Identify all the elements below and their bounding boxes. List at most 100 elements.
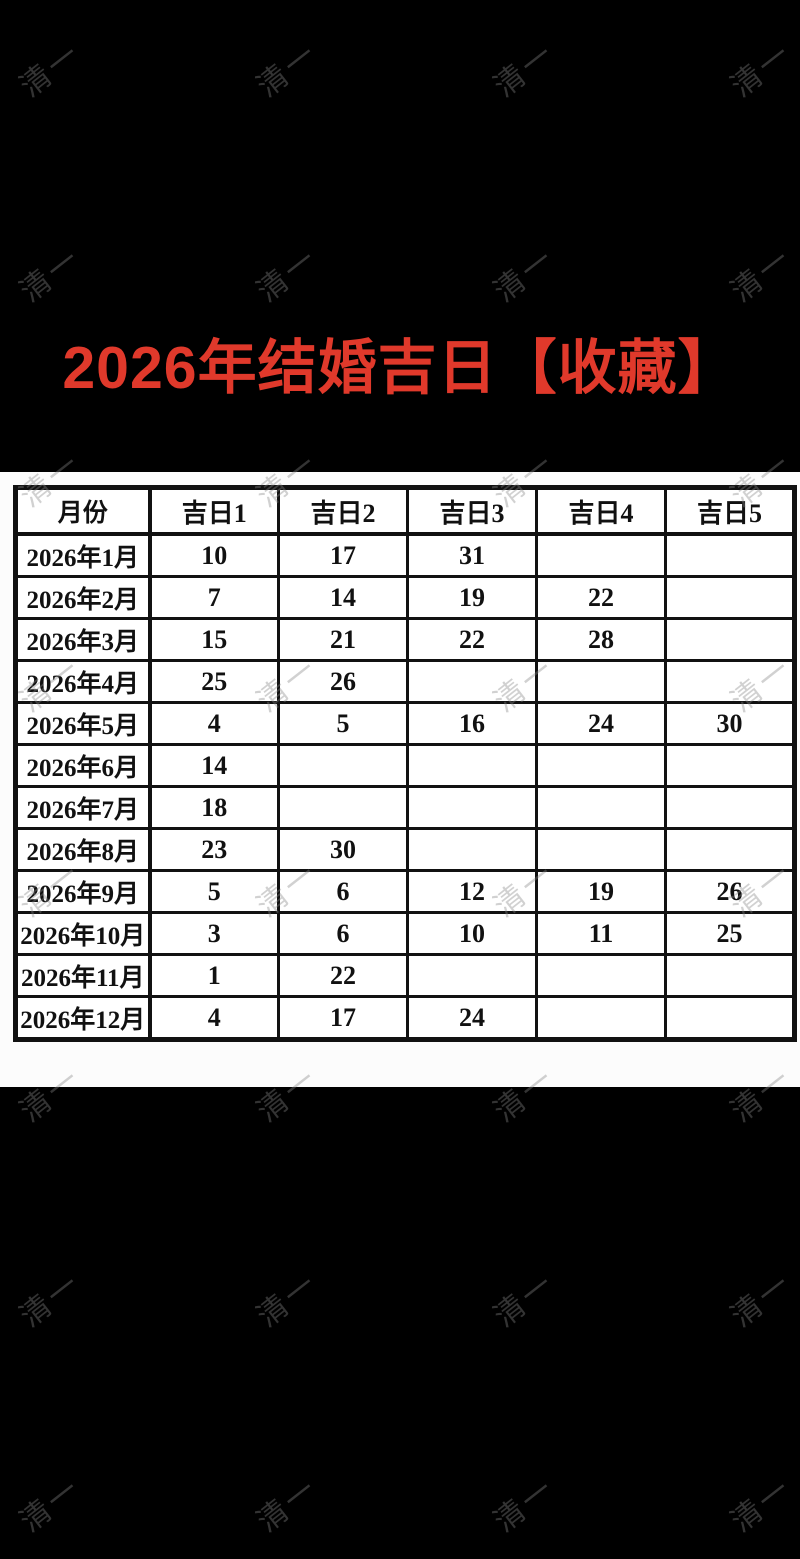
day-cell [277,743,409,788]
day-cell [664,827,796,872]
day-cell: 26 [277,659,409,704]
table-row: 2026年4月 25 26 [14,659,796,704]
day-cell: 5 [148,869,280,914]
day-cell: 4 [148,701,280,746]
watermark-text: 清一 [725,240,800,309]
month-cell: 2026年2月 [14,575,152,620]
table-row: 2026年6月 14 [14,743,796,788]
day-cell: 24 [535,701,667,746]
day-cell: 4 [148,995,280,1041]
day-cell [406,743,538,788]
table-panel: 月份 吉日1 吉日2 吉日3 吉日4 吉日5 2026年1月 10 17 31 … [0,472,800,1087]
day-cell: 19 [406,575,538,620]
lucky-days-table: 月份 吉日1 吉日2 吉日3 吉日4 吉日5 2026年1月 10 17 31 … [13,485,797,1042]
month-cell: 2026年10月 [14,911,152,956]
watermark-text: 清一 [488,1470,563,1539]
day-cell [535,995,667,1041]
day-cell: 28 [535,617,667,662]
day-cell: 26 [664,869,796,914]
day-cell: 16 [406,701,538,746]
table-row: 2026年11月 1 22 [14,953,796,998]
day-cell: 18 [148,785,280,830]
column-header-day4: 吉日4 [535,486,667,536]
watermark-text: 清一 [14,240,89,309]
day-cell: 11 [535,911,667,956]
table-row: 2026年10月 3 6 10 11 25 [14,911,796,956]
watermark-text: 清一 [488,1265,563,1334]
day-cell: 3 [148,911,280,956]
watermark-text: 清一 [251,35,326,104]
day-cell: 22 [406,617,538,662]
month-cell: 2026年11月 [14,953,152,998]
day-cell: 14 [148,743,280,788]
day-cell [664,532,796,578]
day-cell [277,785,409,830]
day-cell: 17 [277,532,409,578]
day-cell: 14 [277,575,409,620]
watermark-text: 清一 [251,240,326,309]
watermark-text: 清一 [14,35,89,104]
day-cell [664,659,796,704]
day-cell [406,785,538,830]
table-row: 2026年5月 4 5 16 24 30 [14,701,796,746]
day-cell: 25 [148,659,280,704]
day-cell: 23 [148,827,280,872]
watermark-text: 清一 [14,1265,89,1334]
page-title: 2026年结婚吉日【收藏】 [62,335,738,401]
day-cell: 21 [277,617,409,662]
day-cell: 6 [277,911,409,956]
table-row: 2026年2月 7 14 19 22 [14,575,796,620]
day-cell: 7 [148,575,280,620]
table-row: 2026年1月 10 17 31 [14,532,796,578]
watermark-text: 清一 [725,35,800,104]
month-cell: 2026年5月 [14,701,152,746]
column-header-month: 月份 [14,486,152,536]
day-cell [406,827,538,872]
month-cell: 2026年7月 [14,785,152,830]
day-cell: 30 [277,827,409,872]
day-cell: 25 [664,911,796,956]
day-cell: 30 [664,701,796,746]
day-cell: 19 [535,869,667,914]
watermark-text: 清一 [251,1265,326,1334]
month-cell: 2026年4月 [14,659,152,704]
day-cell: 22 [535,575,667,620]
column-header-day5: 吉日5 [664,486,796,536]
day-cell [535,743,667,788]
day-cell [535,785,667,830]
watermark-text: 清一 [725,1470,800,1539]
day-cell [664,953,796,998]
day-cell [664,785,796,830]
table-row: 2026年3月 15 21 22 28 [14,617,796,662]
day-cell: 10 [148,532,280,578]
day-cell: 6 [277,869,409,914]
watermark-text: 清一 [14,1470,89,1539]
day-cell [535,953,667,998]
month-cell: 2026年12月 [14,995,152,1041]
column-header-day1: 吉日1 [148,486,280,536]
month-cell: 2026年9月 [14,869,152,914]
month-cell: 2026年8月 [14,827,152,872]
day-cell [664,743,796,788]
watermark-text: 清一 [488,240,563,309]
day-cell: 17 [277,995,409,1041]
day-cell [406,659,538,704]
day-cell: 5 [277,701,409,746]
day-cell: 31 [406,532,538,578]
table-row: 2026年12月 4 17 24 [14,995,796,1041]
day-cell: 1 [148,953,280,998]
day-cell: 24 [406,995,538,1041]
table-row: 2026年8月 23 30 [14,827,796,872]
day-cell [664,995,796,1041]
day-cell: 12 [406,869,538,914]
table-row: 2026年9月 5 6 12 19 26 [14,869,796,914]
day-cell: 10 [406,911,538,956]
day-cell: 22 [277,953,409,998]
column-header-day2: 吉日2 [277,486,409,536]
table-row: 2026年7月 18 [14,785,796,830]
day-cell [664,617,796,662]
month-cell: 2026年1月 [14,532,152,578]
month-cell: 2026年3月 [14,617,152,662]
day-cell [535,532,667,578]
day-cell: 15 [148,617,280,662]
